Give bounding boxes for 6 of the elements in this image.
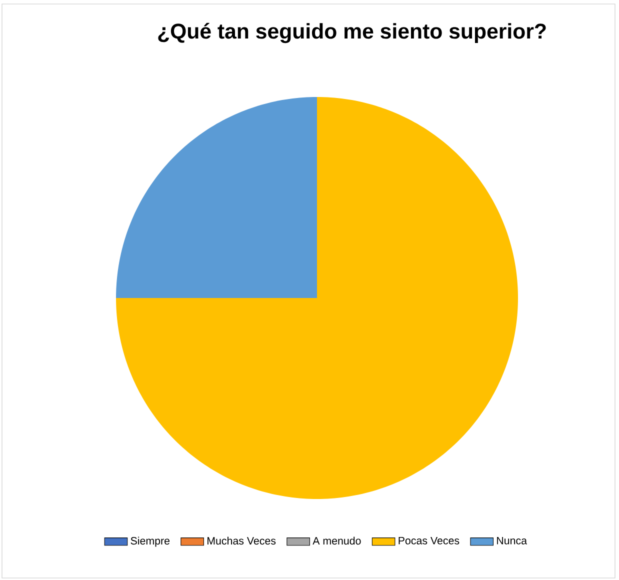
- legend-label: Pocas Veces: [398, 536, 460, 544]
- legend-label: Siempre: [130, 536, 170, 547]
- legend-label: Muchas Veces: [208, 536, 276, 545]
- chart-title: ¿Qué tan seguido me siento superior?: [158, 22, 546, 44]
- legend-label: A menudo: [312, 536, 361, 545]
- legend-label: Nunca: [497, 536, 528, 544]
